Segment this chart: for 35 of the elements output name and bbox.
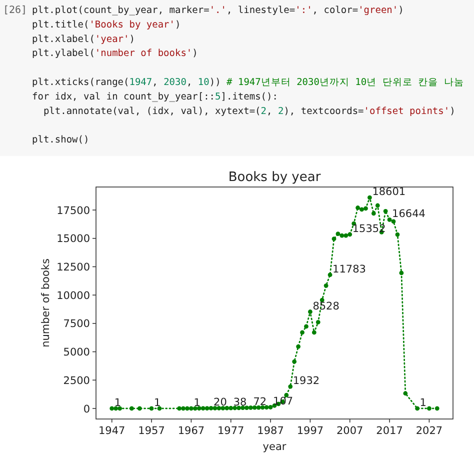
data-label: 11783 <box>332 263 366 276</box>
data-label: 18601 <box>372 186 406 198</box>
x-tick-label: 1957 <box>138 425 165 437</box>
x-tick-label: 2007 <box>336 425 364 437</box>
y-tick-label: 2500 <box>63 374 90 387</box>
data-label: 1 <box>420 396 426 409</box>
y-tick-label: 12500 <box>56 262 90 274</box>
y-axis-title: number of books <box>40 258 52 348</box>
x-axis-title: year <box>262 441 287 453</box>
text: plt.plot(count_by_year, marker='.', linestyle=':', color='green') plt.title('Books by year') plt.xlabel('year') plt.ylabel('number of books') plt.xticks(range(1947, 2030, 10)) # 1947년부터 2030년까지 10년 단위로 칸을 나눔 for idx, val in count_by_year[::5].items(): plt.annotate(val, (idx, val), xytext=(2, 2), textcoords='offset points') plt.show() <box>32 5 464 146</box>
x-tick-label: 2027 <box>416 425 443 437</box>
data-label: 1 <box>154 396 161 409</box>
y-tick-label: 5000 <box>63 346 90 359</box>
x-tick-label: 1987 <box>257 425 284 437</box>
x-tick-label: 1967 <box>178 425 205 437</box>
chart-title: Books by year <box>228 170 322 185</box>
y-tick-label: 15000 <box>56 233 90 246</box>
x-tick-label: 1947 <box>98 425 126 437</box>
data-label: 16644 <box>392 208 426 220</box>
data-label: 1 <box>114 396 122 409</box>
data-label: 8528 <box>312 300 340 312</box>
y-tick-label: 7500 <box>63 318 90 330</box>
y-tick-label: 0 <box>83 403 90 416</box>
data-label: 15352 <box>352 222 386 235</box>
x-tick-label: 1977 <box>218 425 244 437</box>
y-tick-label: 10000 <box>56 290 90 302</box>
data-label: 38 <box>233 396 247 409</box>
x-tick-label: 1997 <box>296 425 324 437</box>
data-label: 72 <box>253 396 267 408</box>
data-label: 20 <box>214 396 227 409</box>
y-tick-label: 17500 <box>56 204 90 217</box>
x-tick-label: 2017 <box>376 425 403 437</box>
data-label: 1932 <box>292 375 320 388</box>
data-label: 1 <box>194 396 200 409</box>
text: [26] <box>3 5 28 16</box>
